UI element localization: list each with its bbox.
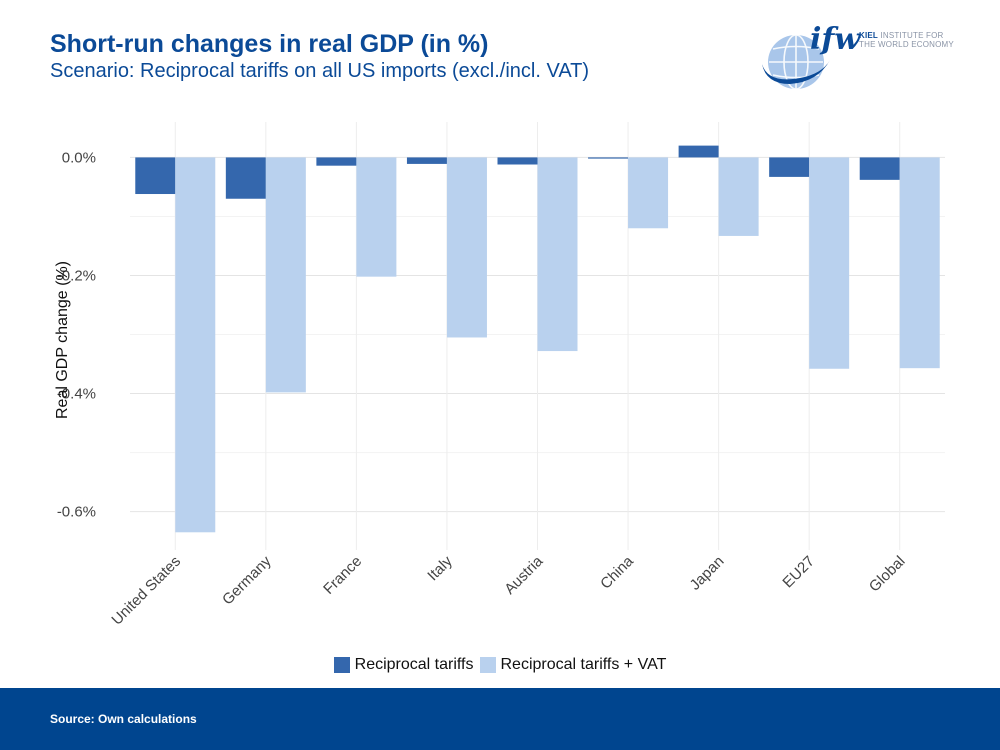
bar-reciprocal [769,157,810,177]
x-tick-label: Austria [501,552,546,597]
legend-swatch-vat [479,657,496,673]
bar-reciprocal [588,157,629,159]
y-tick-label: -0.4% [57,386,96,403]
x-tick-label: Japan [687,553,728,594]
y-tick-label: -0.2% [57,267,96,284]
bar-reciprocal [225,157,266,199]
legend-item-vat: Reciprocal tariffs + VAT [479,656,667,674]
x-tick-label: Italy [424,552,456,584]
legend-label-reciprocal: Reciprocal tariffs [354,656,474,673]
bar-reciprocal [406,157,447,164]
legend-item-reciprocal: Reciprocal tariffs [333,656,474,674]
source-note: Source: Own calculations [50,712,197,726]
chart-title: Short-run changes in real GDP (in %) [50,30,489,58]
bar-vat [356,157,397,277]
globe-icon [762,34,830,90]
ifw-logo: ifw KIEL INSTITUTE FOR THE WORLD ECONOMY [760,20,960,98]
bar-vat [718,157,759,236]
logo-institute: KIEL INSTITUTE FOR THE WORLD ECONOMY [859,31,954,49]
legend-swatch-reciprocal [333,657,350,673]
bar-vat [628,157,669,229]
bar-chart: 0.0% -0.2% -0.4% -0.6% United States Germany F… [54,122,945,629]
y-axis-label: Real GDP change (%) [54,261,71,419]
bar-vat [809,157,850,369]
footer-bar: Source: Own calculations [0,688,1000,750]
chart-subtitle: Scenario: Reciprocal tariffs on all US i… [50,60,590,82]
y-tick-label: -0.6% [57,504,96,521]
bar-reciprocal [135,157,176,195]
y-tick-label: 0.0% [62,149,96,166]
logo-institute-bold: KIEL [859,31,879,40]
bar-vat [446,157,487,338]
bar-vat [537,157,578,352]
bar-reciprocal [678,145,719,158]
logo-institute-line2: THE WORLD ECONOMY [859,40,954,49]
x-tick-label: France [320,553,365,598]
bar-vat [175,157,216,533]
bar-vat [899,157,940,369]
x-tick-label: United States [108,553,184,629]
legend-label-vat: Reciprocal tariffs + VAT [500,656,667,673]
bar-reciprocal [497,157,538,165]
x-tick-label: EU27 [779,553,818,592]
legend: Reciprocal tariffs Reciprocal tariffs + … [0,656,1000,674]
bar-reciprocal [316,157,357,166]
x-tick-label: Germany [219,552,275,608]
bar-reciprocal [859,157,900,180]
logo-brand: ifw [810,22,861,57]
x-tick-label: China [597,552,637,592]
logo-institute-line1: INSTITUTE FOR [880,31,944,40]
x-tick-label: Global [866,553,909,596]
bar-vat [265,157,306,393]
